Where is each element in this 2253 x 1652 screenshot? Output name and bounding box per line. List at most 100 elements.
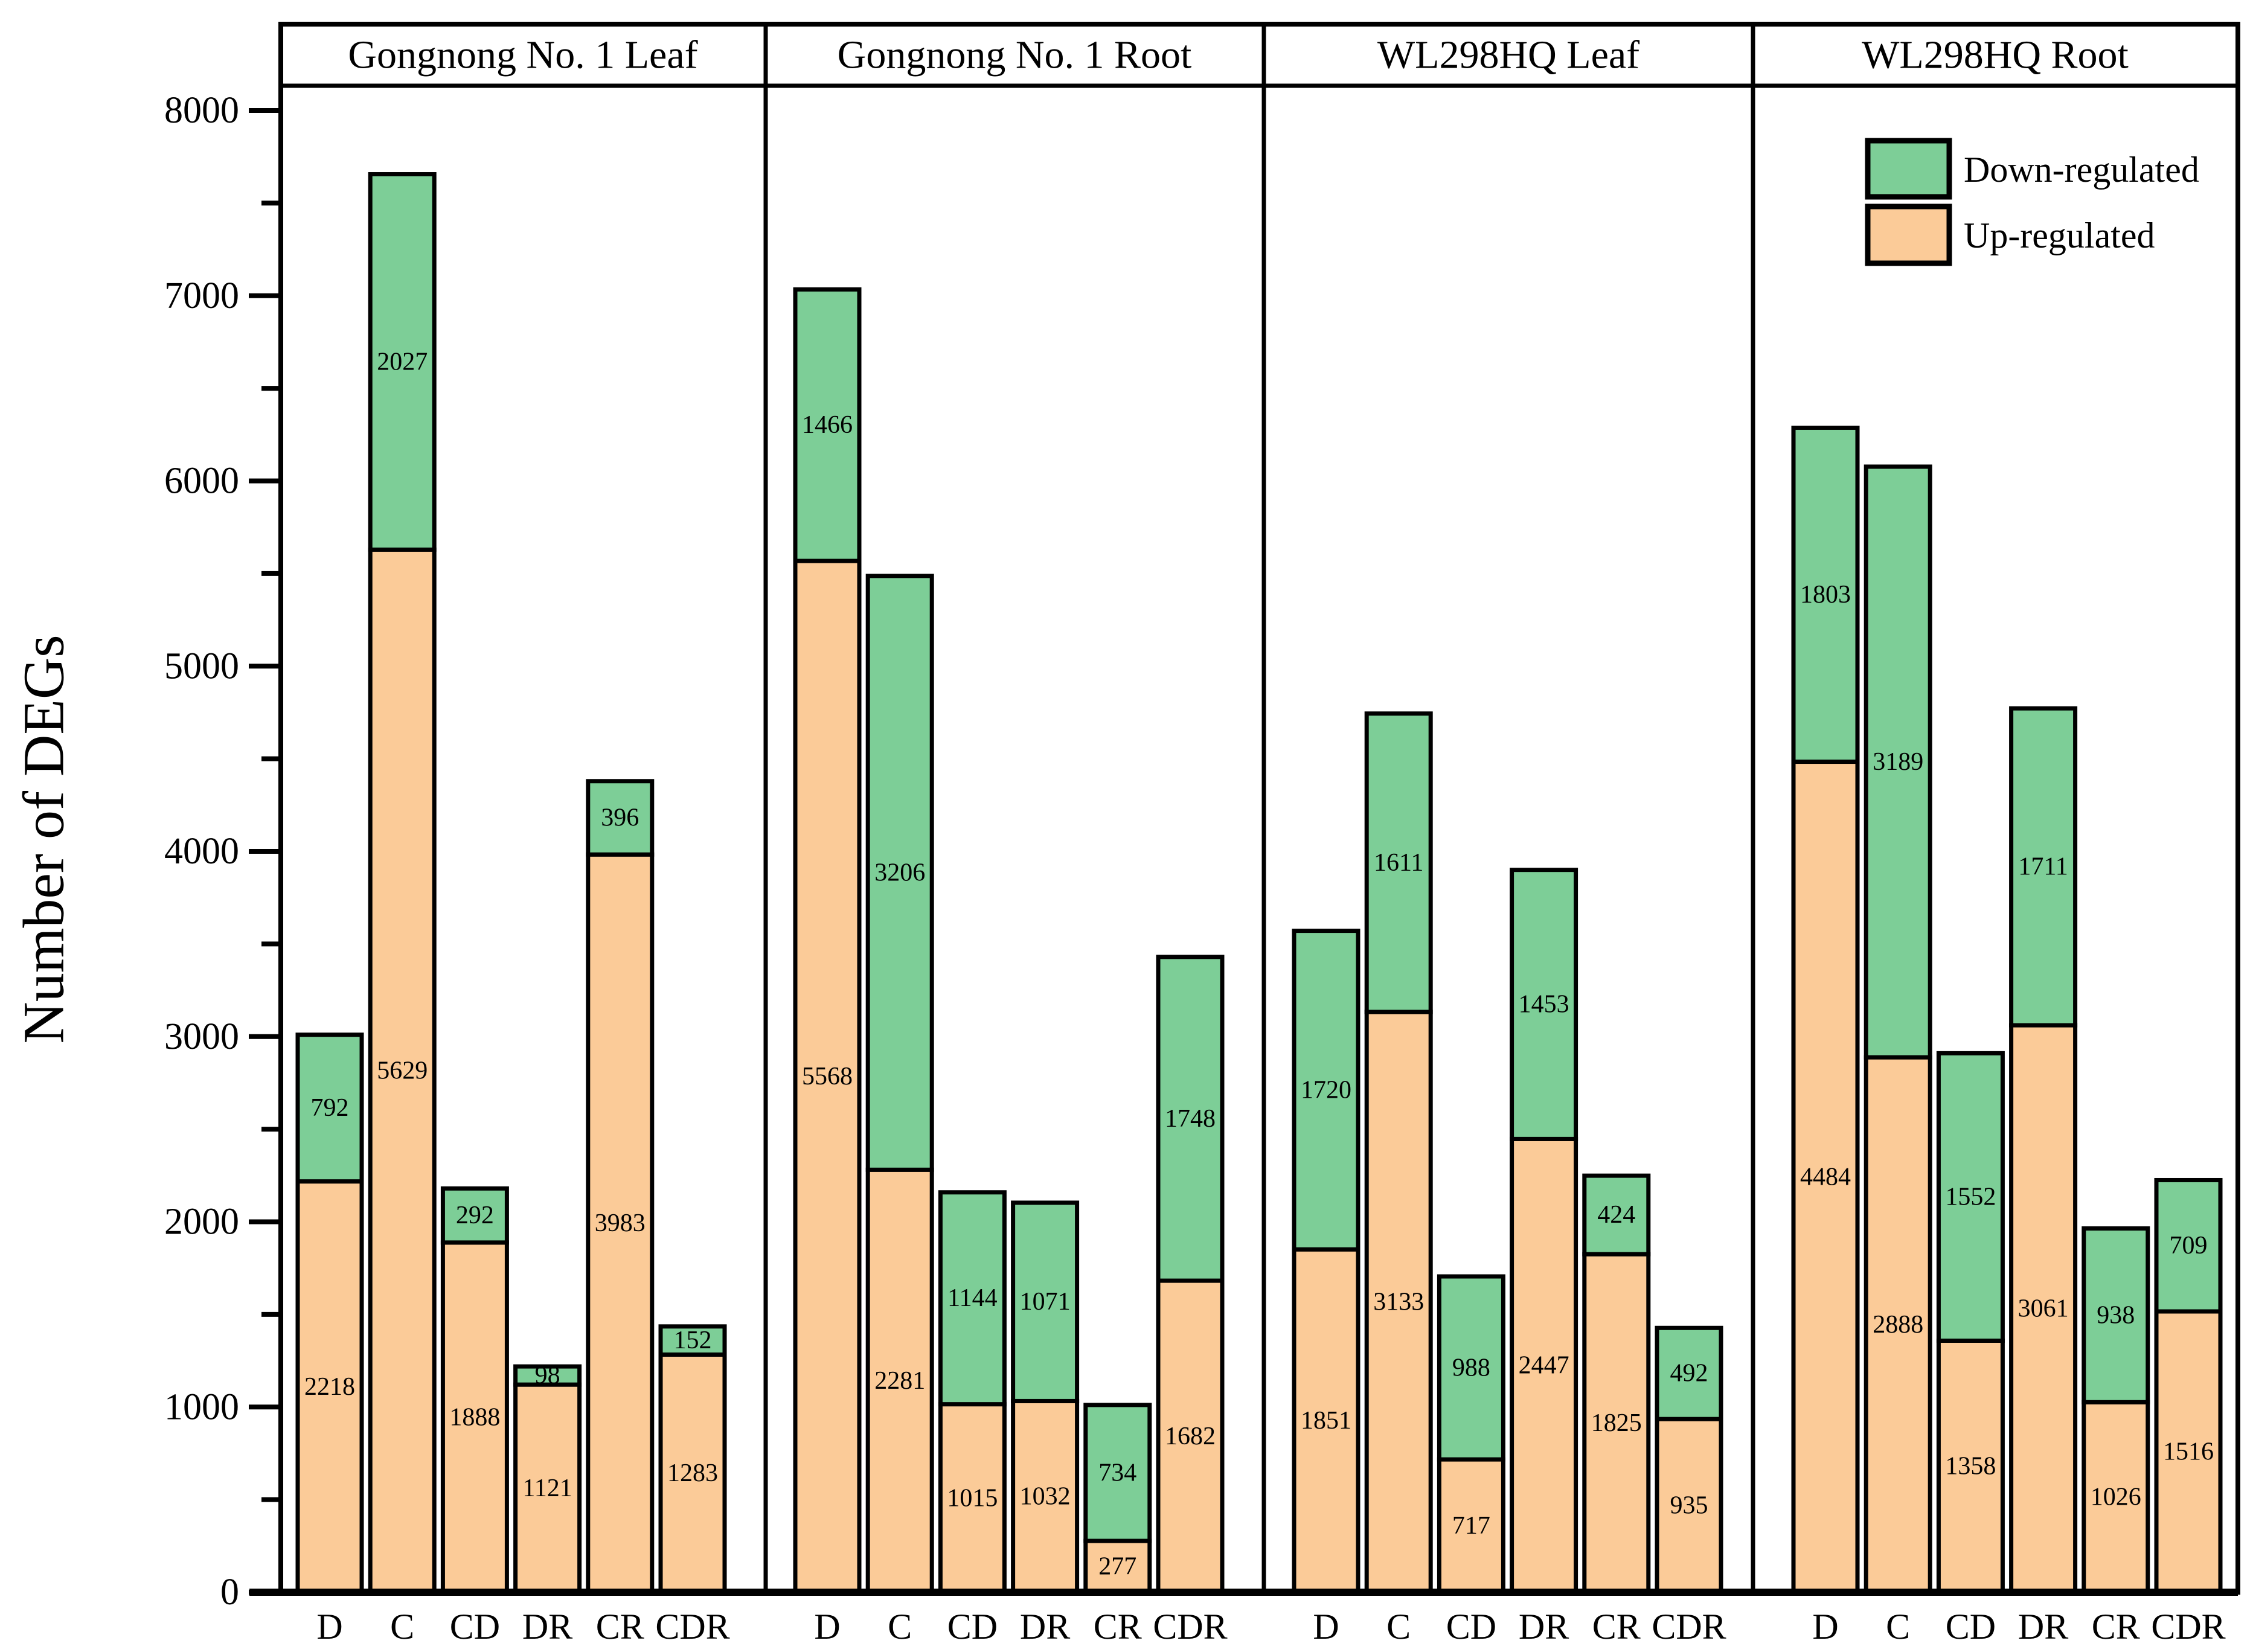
y-tick-label: 4000 bbox=[164, 831, 239, 872]
category-label: CR bbox=[1592, 1607, 1641, 1647]
plot-frame bbox=[249, 22, 2240, 1596]
bar-segment-down bbox=[1936, 1051, 2005, 1343]
panel-title: WL298HQ Leaf bbox=[1377, 33, 1639, 77]
up-value-label: 277 bbox=[1098, 1553, 1136, 1581]
down-value-label: 1144 bbox=[947, 1284, 997, 1312]
up-value-label: 1358 bbox=[1945, 1453, 1996, 1481]
y-axis-title: Number of DEGs bbox=[11, 635, 76, 1043]
bar-segment-down bbox=[586, 779, 655, 857]
legend-swatch-up-regulated bbox=[1865, 203, 1952, 266]
down-value-label: 3206 bbox=[874, 859, 925, 887]
legend-label-down-regulated: Down-regulated bbox=[1964, 150, 2199, 190]
up-value-label: 3133 bbox=[1373, 1288, 1424, 1316]
bar-segment-down bbox=[440, 1186, 509, 1245]
up-value-label: 5629 bbox=[377, 1057, 428, 1085]
up-value-label: 1032 bbox=[1020, 1483, 1071, 1511]
down-value-label: 3189 bbox=[1873, 748, 1923, 776]
category-label: D bbox=[814, 1607, 840, 1647]
up-value-label: 1825 bbox=[1591, 1409, 1642, 1437]
panel-title: Gongnong No. 1 Leaf bbox=[348, 33, 697, 77]
bar-segment-up bbox=[658, 1352, 727, 1595]
bar-segment-down bbox=[1791, 425, 1860, 764]
category-label: CDR bbox=[655, 1607, 729, 1647]
y-tick-label: 8000 bbox=[164, 90, 239, 131]
up-value-label: 717 bbox=[1452, 1512, 1490, 1540]
up-value-label: 3061 bbox=[2018, 1295, 2069, 1323]
category-label: CD bbox=[450, 1607, 500, 1647]
bar-segment-up bbox=[1011, 1398, 1080, 1595]
category-label: C bbox=[1886, 1607, 1910, 1647]
category-label: DR bbox=[1020, 1607, 1070, 1647]
down-value-label: 1803 bbox=[1800, 581, 1851, 609]
category-label: CR bbox=[596, 1607, 644, 1647]
bar-segment-down bbox=[2082, 1226, 2150, 1404]
up-value-label: 1121 bbox=[522, 1474, 572, 1502]
bar-segment-down bbox=[793, 287, 862, 563]
category-label: CDR bbox=[2151, 1607, 2225, 1647]
bar-segment-down bbox=[1292, 929, 1360, 1252]
bar-segment-down bbox=[368, 172, 437, 552]
category-label: CDR bbox=[1652, 1607, 1726, 1647]
up-value-label: 2281 bbox=[874, 1367, 925, 1395]
down-value-label: 938 bbox=[2097, 1301, 2135, 1329]
up-value-label: 1851 bbox=[1301, 1407, 1351, 1435]
y-tick-label: 1000 bbox=[164, 1386, 239, 1427]
y-tick-label: 3000 bbox=[164, 1016, 239, 1057]
down-value-label: 1611 bbox=[1374, 849, 1423, 877]
down-value-label: 709 bbox=[2170, 1232, 2208, 1260]
up-value-label: 4484 bbox=[1800, 1163, 1851, 1191]
bars-layer bbox=[295, 172, 2223, 1595]
up-value-label: 5568 bbox=[802, 1063, 853, 1090]
down-value-label: 292 bbox=[456, 1202, 494, 1229]
category-label: D bbox=[1313, 1607, 1339, 1647]
up-value-label: 2447 bbox=[1519, 1352, 1569, 1380]
down-value-label: 424 bbox=[1597, 1201, 1635, 1229]
category-label: CD bbox=[1946, 1607, 1996, 1647]
bar-segment-down bbox=[513, 1364, 582, 1387]
down-value-label: 98 bbox=[535, 1362, 560, 1389]
category-label: DR bbox=[1519, 1607, 1569, 1647]
category-label: CDR bbox=[1153, 1607, 1227, 1647]
category-label: CR bbox=[1094, 1607, 1142, 1647]
down-value-label: 792 bbox=[311, 1094, 349, 1122]
category-label: D bbox=[1812, 1607, 1838, 1647]
down-value-label: 1071 bbox=[1020, 1288, 1071, 1316]
y-tick-label: 2000 bbox=[164, 1202, 239, 1243]
bar-segment-up bbox=[295, 1179, 364, 1595]
down-value-label: 2027 bbox=[377, 348, 428, 376]
up-value-label: 1026 bbox=[2091, 1484, 2141, 1511]
bar-segment-down bbox=[295, 1032, 364, 1184]
category-label: CD bbox=[947, 1607, 998, 1647]
up-value-label: 1516 bbox=[2163, 1438, 2214, 1465]
bar-segment-down bbox=[1156, 955, 1225, 1283]
bar-segment-down bbox=[1582, 1173, 1651, 1257]
y-tick-label: 0 bbox=[220, 1572, 239, 1613]
bar-segment-down bbox=[658, 1324, 727, 1357]
y-tick-label: 5000 bbox=[164, 645, 239, 687]
down-value-label: 492 bbox=[1670, 1360, 1708, 1388]
up-value-label: 3983 bbox=[595, 1209, 646, 1237]
legend-swatch-down-regulated bbox=[1865, 138, 1952, 200]
legend: Down-regulated Up-regulated bbox=[1865, 138, 2199, 266]
up-value-label: 1888 bbox=[449, 1403, 500, 1431]
bar-segment-up bbox=[938, 1402, 1007, 1595]
bar-segment-down bbox=[1510, 868, 1578, 1141]
down-value-label: 396 bbox=[601, 804, 639, 831]
bar-segment-down bbox=[1364, 711, 1433, 1014]
up-value-label: 2888 bbox=[1873, 1311, 1923, 1339]
up-value-label: 1283 bbox=[667, 1459, 718, 1487]
down-value-label: 1453 bbox=[1519, 991, 1569, 1019]
bar-segment-down bbox=[2154, 1177, 2223, 1314]
up-value-label: 935 bbox=[1670, 1492, 1708, 1520]
panel-title: WL298HQ Root bbox=[1862, 33, 2129, 77]
down-value-label: 734 bbox=[1098, 1459, 1136, 1487]
bar-segment-down bbox=[2009, 706, 2078, 1028]
bar-segment-up bbox=[2082, 1400, 2150, 1595]
bar-segment-up bbox=[1364, 1010, 1433, 1595]
bar-segment-down bbox=[1864, 464, 1932, 1060]
bar-segment-down bbox=[1437, 1274, 1505, 1462]
category-label: DR bbox=[2018, 1607, 2068, 1647]
down-value-label: 1720 bbox=[1301, 1076, 1351, 1104]
